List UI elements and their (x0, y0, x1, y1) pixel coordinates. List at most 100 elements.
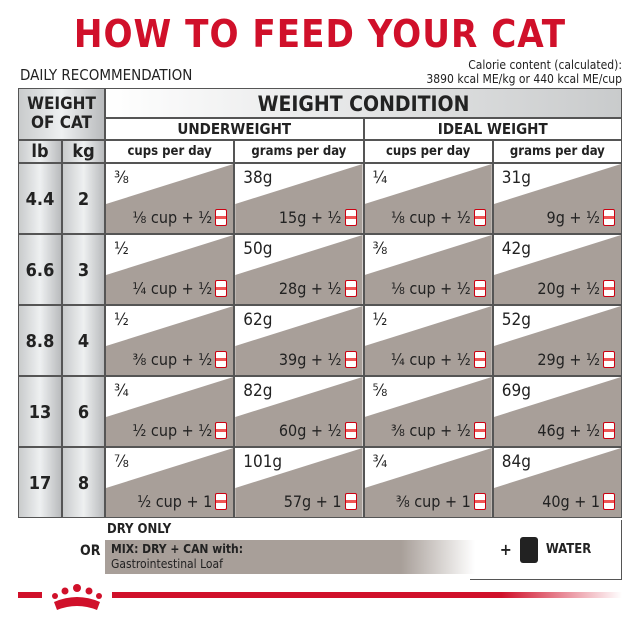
kg-cell: 2 (62, 163, 105, 234)
water-label: WATER (545, 542, 592, 557)
can-icon (473, 493, 486, 510)
column-header: cups per day (105, 140, 235, 163)
amount-cell: 69g 46g + ½ (492, 376, 622, 447)
amount-cell: ½ ¼ cup + ½ (363, 305, 493, 376)
mix-text: ½ cup + ½ (132, 421, 213, 440)
mix-text: ⅜ cup + ½ (390, 421, 471, 440)
dry-amount: ⅝ (372, 381, 388, 401)
dry-amount: 50g (243, 239, 273, 259)
lb-cell: 6.6 (18, 234, 62, 305)
mix-text: ¼ cup + ½ (390, 350, 471, 369)
can-icon (603, 280, 615, 297)
can-icon (344, 422, 357, 439)
dry-amount: 62g (243, 310, 273, 330)
dry-amount: 31g (501, 168, 531, 188)
can-icon (215, 351, 228, 368)
group-header: UNDERWEIGHT (105, 118, 364, 140)
logo (42, 580, 112, 614)
mix-amount: ½ cup + ½ (132, 421, 228, 440)
water-box: + WATER (470, 520, 622, 580)
mix-text: 29g + ½ (537, 350, 600, 369)
amount-cell: ⅝ ⅜ cup + ½ (363, 376, 493, 447)
mix-amount: 9g + ½ (547, 208, 615, 227)
amount-cell: ¾ ⅜ cup + 1 (363, 447, 493, 518)
can-icon (215, 209, 228, 226)
mix-text: 57g + 1 (283, 492, 342, 511)
condition-header: WEIGHT CONDITION (105, 88, 622, 118)
amount-cell: 82g 60g + ½ (234, 376, 364, 447)
mix-amount: ⅜ cup + ½ (391, 421, 486, 440)
calorie-line: Calorie content (calculated): (468, 58, 622, 72)
legend-mix: MIX: DRY + CAN with: (111, 542, 244, 556)
amount-cell: ½ ¼ cup + ½ (105, 234, 235, 305)
dry-amount: 69g (501, 381, 531, 401)
kg-cell: 4 (62, 305, 105, 376)
mix-text: 15g + ½ (278, 208, 342, 227)
can-icon (344, 493, 357, 510)
mix-text: ⅜ cup + 1 (395, 492, 471, 511)
column-header: grams per day (234, 140, 364, 163)
mix-text: 46g + ½ (537, 421, 600, 440)
dry-amount: 82g (243, 381, 273, 401)
dry-amount: ¾ (372, 452, 388, 472)
kg-cell: 8 (62, 447, 105, 518)
water-plus: + (499, 540, 512, 559)
mix-text: 40g + 1 (542, 492, 600, 511)
dry-amount: ¾ (114, 381, 129, 401)
kg-header: kg (62, 140, 105, 163)
mix-amount: ¼ cup + ½ (132, 279, 228, 298)
mix-text: ⅛ cup + ½ (132, 208, 213, 227)
legend-or: OR (80, 543, 101, 559)
mix-amount: ⅛ cup + ½ (391, 279, 486, 298)
dry-amount: ½ (114, 310, 129, 330)
amount-cell: 42g 20g + ½ (492, 234, 622, 305)
can-icon (344, 351, 357, 368)
dry-amount: 42g (501, 239, 531, 259)
amount-cell: ⅜ ⅛ cup + ½ (363, 234, 493, 305)
calorie-info: Calorie content (calculated): 3890 kcal … (426, 58, 622, 86)
legend-product: Gastrointestinal Loaf (111, 557, 223, 571)
mix-amount: ¼ cup + ½ (391, 350, 486, 369)
lb-cell: 4.4 (18, 163, 62, 234)
red-rule (18, 592, 622, 598)
can-icon (344, 209, 357, 226)
amount-cell: 50g 28g + ½ (234, 234, 364, 305)
title: HOW TO FEED YOUR CAT (73, 12, 567, 56)
mix-amount: 46g + ½ (537, 421, 615, 440)
weight-header: WEIGHT OF CAT (18, 88, 105, 140)
amount-cell: 52g 29g + ½ (492, 305, 622, 376)
can-icon (215, 422, 228, 439)
can-icon (473, 209, 486, 226)
mix-amount: ⅜ cup + ½ (132, 350, 228, 369)
mix-text: 28g + ½ (278, 279, 342, 298)
kg-cell: 3 (62, 234, 105, 305)
amount-cell: ¼ ⅛ cup + ½ (363, 163, 493, 234)
mix-amount: ⅛ cup + ½ (132, 208, 228, 227)
mix-amount: 39g + ½ (279, 350, 357, 369)
amount-cell: 84g 40g + 1 (492, 447, 622, 518)
mix-text: ½ cup + 1 (137, 492, 213, 511)
can-icon (603, 493, 615, 510)
mix-amount: 57g + 1 (284, 492, 357, 511)
subtitle: DAILY RECOMMENDATION (20, 66, 193, 84)
dry-amount: ½ (372, 310, 388, 330)
dry-amount: ¼ (372, 168, 388, 188)
can-icon (473, 351, 486, 368)
mix-amount: ½ cup + 1 (137, 492, 228, 511)
water-icon (519, 536, 538, 563)
can-icon (603, 422, 615, 439)
mix-text: ⅜ cup + ½ (132, 350, 213, 369)
mix-amount: 15g + ½ (279, 208, 357, 227)
can-icon (344, 280, 357, 297)
legend-dry: DRY ONLY (107, 522, 172, 537)
mix-amount: ⅜ cup + 1 (396, 492, 486, 511)
dry-amount: ⅜ (114, 168, 129, 188)
dry-amount: ½ (114, 239, 129, 259)
mix-amount: 28g + ½ (279, 279, 357, 298)
amount-cell: 31g 9g + ½ (492, 163, 622, 234)
amount-cell: 38g 15g + ½ (234, 163, 364, 234)
dry-amount: ⅜ (372, 239, 388, 259)
amount-cell: ¾ ½ cup + ½ (105, 376, 235, 447)
dry-amount: 52g (501, 310, 531, 330)
